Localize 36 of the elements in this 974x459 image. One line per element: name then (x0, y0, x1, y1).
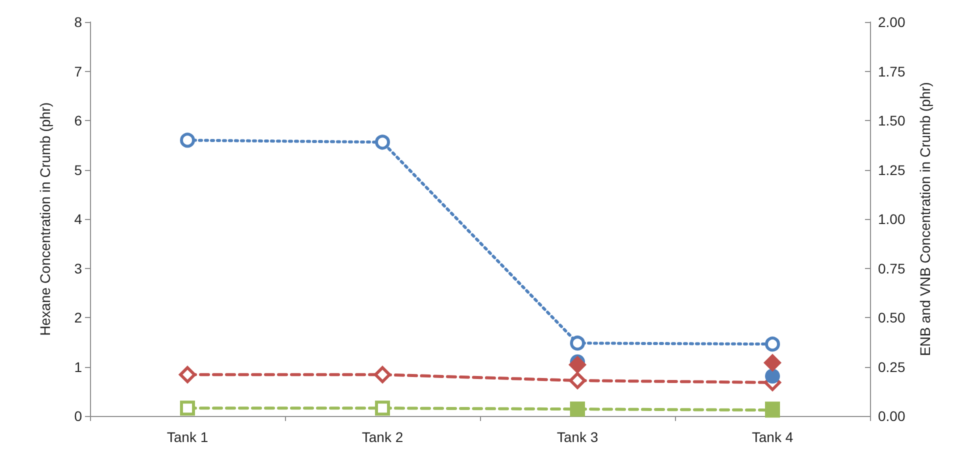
y-tick-label: 5 (74, 162, 82, 178)
x-tick-label: Tank 4 (752, 429, 794, 445)
x-tick-label: Tank 3 (556, 429, 598, 445)
y-tick-label: 2 (74, 310, 82, 326)
y2-tick-label: 0.75 (878, 260, 906, 276)
y-tick-label: 1 (74, 358, 82, 375)
point (568, 356, 586, 374)
point (765, 336, 780, 352)
point (179, 366, 196, 384)
y-tick-label: 6 (74, 112, 82, 128)
y-tick-label: 3 (74, 260, 82, 276)
y-tick-label: 0 (74, 408, 82, 424)
y2-tick-label: 0.00 (878, 408, 906, 424)
point (765, 368, 780, 384)
point (570, 336, 585, 351)
y-tick-label: 7 (74, 63, 82, 80)
y2-tick-label: 1.75 (878, 63, 906, 80)
y2-tick-label: 1.25 (878, 162, 906, 178)
x-tick-label: Tank 1 (166, 429, 208, 445)
y2-tick-label: 0.50 (878, 310, 906, 326)
point (764, 354, 782, 372)
y2-tick-label: 1.50 (878, 112, 906, 128)
point (569, 372, 586, 390)
y2-axis-title: ENB and VNB Concentration in Crumb (phr) (917, 82, 933, 356)
point (375, 134, 390, 150)
y2-tick-label: 0.25 (878, 358, 906, 375)
point (375, 400, 390, 416)
y2-tick-label: 1.00 (878, 211, 906, 227)
y-tick-label: 8 (74, 14, 82, 30)
y2-tick-label: 2.00 (878, 14, 906, 30)
y-tick-label: 4 (74, 211, 82, 227)
x-tick-label: Tank 2 (362, 429, 404, 445)
point (374, 366, 391, 384)
point (180, 400, 195, 416)
y-axis-title: Hexane Concentration in Crumb (phr) (37, 102, 53, 336)
point (180, 132, 195, 148)
